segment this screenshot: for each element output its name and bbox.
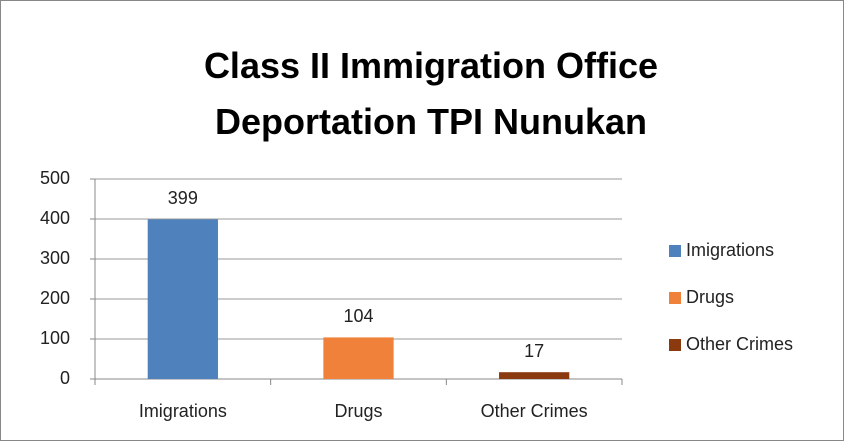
data-label: 104 [343, 306, 373, 326]
legend-label: Imigrations [686, 240, 774, 260]
y-tick-label: 500 [40, 168, 70, 188]
legend-swatch [669, 339, 681, 351]
data-label: 399 [168, 188, 198, 208]
y-tick-label: 300 [40, 248, 70, 268]
bar [147, 219, 218, 379]
chart-title: Class II Immigration Office Deportation … [203, 45, 659, 142]
x-tick-label: Other Crimes [481, 401, 588, 421]
legend-label: Other Crimes [686, 334, 793, 354]
data-label: 17 [524, 341, 544, 361]
y-tick-label: 200 [40, 288, 70, 308]
y-tick-label: 0 [60, 368, 70, 388]
y-tick-label: 400 [40, 208, 70, 228]
legend-label: Drugs [686, 287, 734, 307]
y-tick-label: 100 [40, 328, 70, 348]
bar [323, 337, 394, 379]
legend-swatch [669, 292, 681, 304]
x-tick-label: Imigrations [139, 401, 227, 421]
legend-swatch [669, 245, 681, 257]
bar [499, 372, 570, 379]
x-tick-label: Drugs [334, 401, 382, 421]
